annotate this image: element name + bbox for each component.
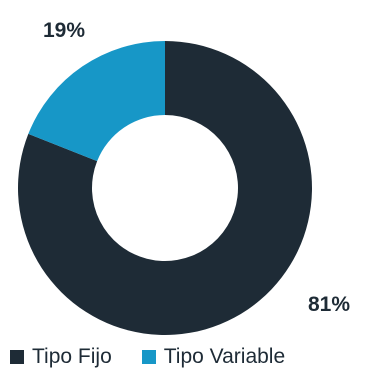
donut-slices xyxy=(18,41,312,335)
legend-label-tipo-fijo: Tipo Fijo xyxy=(32,345,112,368)
legend: Tipo Fijo Tipo Variable xyxy=(10,345,285,369)
slice-label-tipo-fijo: 81% xyxy=(308,293,350,316)
legend-swatch-tipo-variable xyxy=(141,350,156,364)
slice-tipo-variable xyxy=(28,41,165,162)
legend-item-tipo-fijo: Tipo Fijo xyxy=(10,345,112,369)
legend-swatch-tipo-fijo xyxy=(10,350,24,364)
slice-label-tipo-variable: 19% xyxy=(43,19,85,42)
slice-tipo-fijo xyxy=(18,41,312,335)
legend-item-tipo-variable: Tipo Variable xyxy=(141,345,286,369)
legend-label-tipo-variable: Tipo Variable xyxy=(163,345,286,368)
